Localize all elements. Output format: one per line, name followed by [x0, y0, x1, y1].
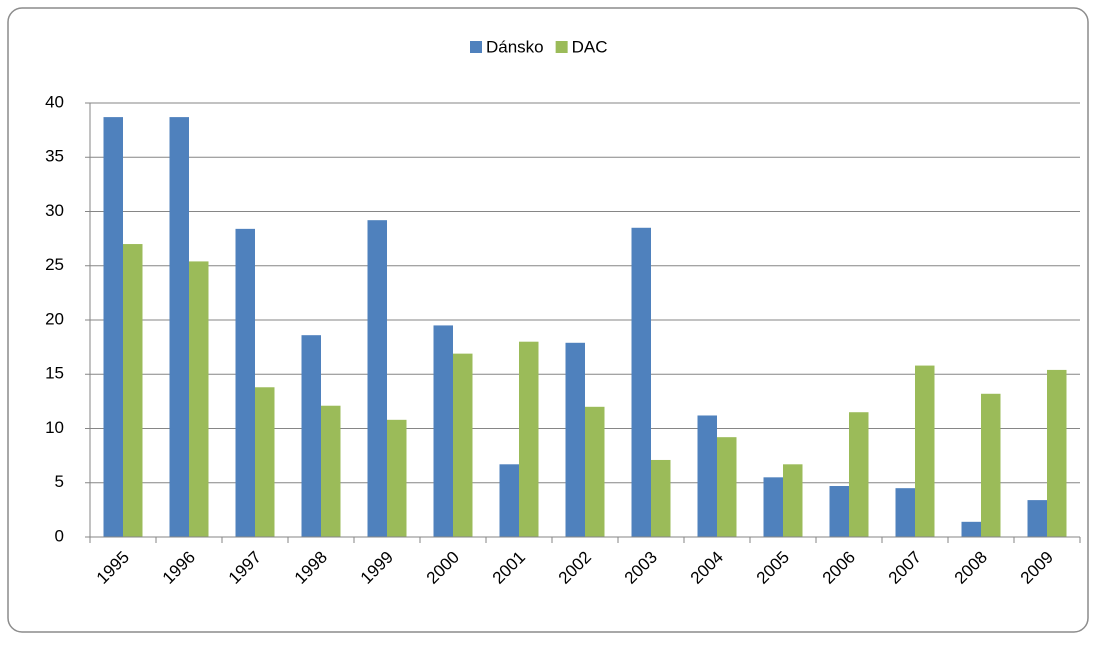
bar: [387, 419, 407, 537]
bar: [499, 464, 519, 537]
bar: [1027, 500, 1047, 537]
bar: [453, 353, 473, 537]
bar: [519, 341, 539, 537]
bar: [235, 228, 255, 538]
legend-swatch: [470, 41, 482, 53]
bar: [123, 244, 143, 538]
bar: [849, 412, 869, 537]
legend-label: DAC: [572, 37, 608, 56]
bar: [367, 220, 387, 537]
bar: [651, 459, 671, 537]
bar: [783, 464, 803, 537]
y-tick-label: 20: [45, 309, 64, 328]
bar: [961, 521, 981, 537]
bar: [433, 325, 453, 537]
y-tick-label: 5: [55, 472, 64, 491]
bar: [981, 393, 1001, 537]
bar: [565, 342, 585, 537]
y-tick-label: 15: [45, 364, 64, 383]
bar: [321, 405, 341, 537]
bar: [829, 486, 849, 537]
bar: [301, 335, 321, 537]
bar: [763, 477, 783, 537]
bar: [169, 117, 189, 537]
y-tick-label: 10: [45, 418, 64, 437]
bar: [585, 406, 605, 537]
y-tick-label: 35: [45, 147, 64, 166]
bar: [189, 261, 209, 537]
legend-label: Dánsko: [486, 37, 544, 56]
bar: [255, 387, 275, 537]
y-tick-label: 25: [45, 255, 64, 274]
bar: [717, 437, 737, 537]
legend-swatch: [555, 41, 568, 53]
bar: [697, 415, 717, 537]
y-tick-label: 0: [55, 526, 64, 545]
y-tick-label: 40: [45, 92, 64, 111]
y-tick-label: 30: [45, 201, 64, 220]
bar: [103, 117, 123, 537]
bar: [631, 227, 651, 537]
bar: [1047, 369, 1067, 537]
bar: [895, 488, 915, 537]
bar: [915, 365, 935, 537]
